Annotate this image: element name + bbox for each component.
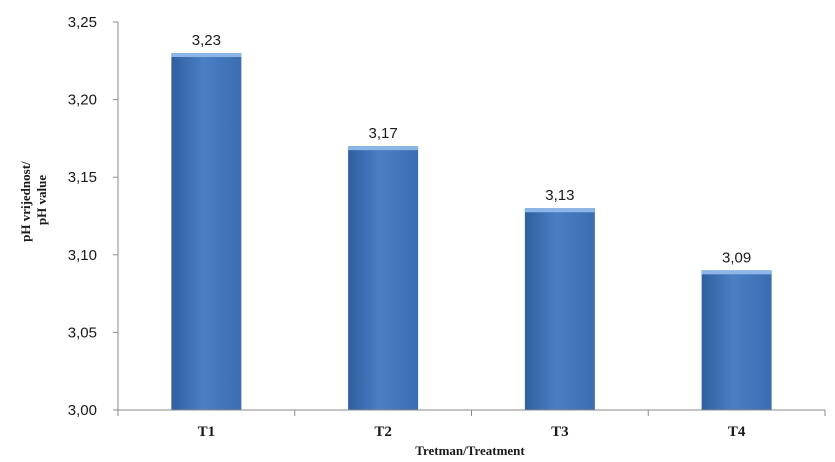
x-axis-categories: T1 T2 T3 T4 (198, 410, 826, 440)
x-category-label: T2 (374, 424, 392, 440)
bar-group: 3,13 (524, 187, 595, 410)
bars: 3,23 3,17 3,13 3,09 (171, 32, 772, 410)
x-category-label: T4 (728, 424, 746, 440)
y-tick-label: 3,25 (68, 14, 97, 31)
data-label: 3,13 (545, 187, 574, 204)
bar-top-highlight (524, 208, 595, 213)
bar-group: 3,09 (701, 249, 772, 410)
bar-group: 3,17 (348, 125, 419, 410)
x-category-label: T1 (198, 424, 216, 440)
y-axis-title-line-1: pH vrijednost/ (18, 161, 33, 242)
data-label: 3,09 (722, 249, 751, 266)
y-tick-label: 3,05 (68, 324, 97, 341)
y-axis-ticks: 3,00 3,05 3,10 3,15 3,20 3,25 (68, 14, 118, 419)
y-tick-label: 3,00 (68, 402, 97, 419)
bar (701, 270, 772, 410)
bar-top-highlight (171, 53, 242, 58)
data-label: 3,17 (369, 125, 398, 142)
bar-top-highlight (348, 146, 419, 151)
y-axis-title-line-2: pH value (34, 175, 49, 225)
bar (171, 53, 242, 410)
y-tick-label: 3,10 (68, 247, 97, 264)
y-tick-label: 3,20 (68, 92, 97, 109)
x-axis-title: Tretman/Treatment (415, 443, 525, 458)
bar-group: 3,23 (171, 32, 242, 410)
bar (524, 208, 595, 410)
bar-top-highlight (701, 270, 772, 275)
data-label: 3,23 (192, 32, 221, 49)
x-category-label: T3 (551, 424, 569, 440)
bar (348, 146, 419, 410)
y-axis-title: pH vrijednost/ pH value (18, 158, 49, 242)
y-tick-label: 3,15 (68, 169, 97, 186)
